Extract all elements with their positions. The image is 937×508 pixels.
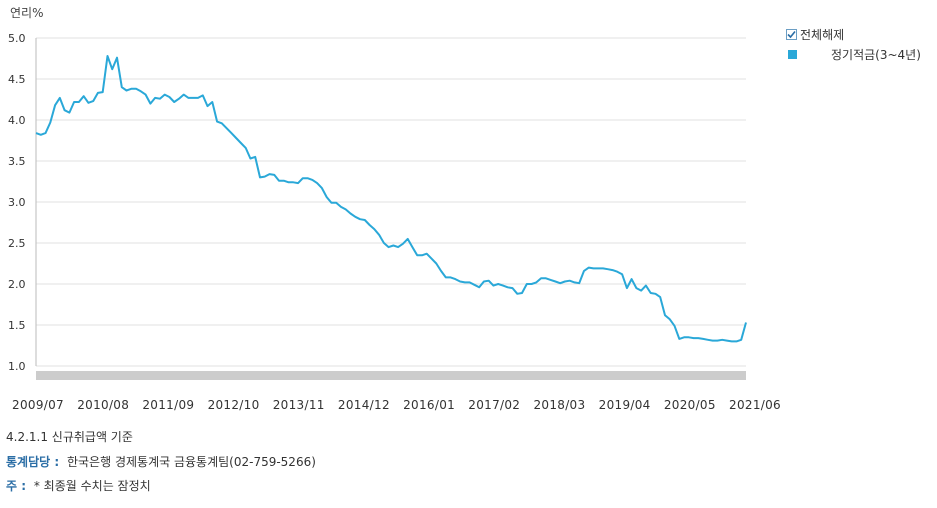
y-tick-label: 3.5 (8, 155, 26, 168)
table-caption: 4.2.1.1 신규취급액 기준 (6, 430, 133, 444)
legend: 전체해제 정기적금(3~4년) (786, 24, 921, 64)
x-axis-ticks: 2009/07 2010/08 2011/09 2012/10 2013/11 2014/… (12, 398, 781, 412)
y-tick-label: 2.0 (8, 278, 26, 291)
series-line (35, 55, 747, 343)
source-line: 통계담당 : 한국은행 경제통계국 금융통계팀(02-759-5266) (6, 453, 316, 470)
source-key: 통계담당 : (6, 455, 60, 469)
note-value: * 최종월 수치는 잠정치 (33, 479, 151, 493)
x-tick-label: 2011/09 (142, 398, 194, 412)
line-chart: 연리% 5.04.54.03.53.02.52.01.51.0 2009/07 2… (8, 6, 781, 412)
range-navigator-bar[interactable] (36, 371, 746, 380)
series-layer (35, 55, 747, 343)
legend-toggle-all[interactable]: 전체해제 (786, 24, 921, 44)
source-value: 한국은행 경제통계국 금융통계팀(02-759-5266) (66, 455, 316, 469)
note-key: 주 : (6, 479, 27, 493)
legend-item[interactable]: 정기적금(3~4년) (786, 44, 921, 64)
legend-toggle-all-label: 전체해제 (800, 27, 845, 42)
x-tick-label: 2014/12 (338, 398, 390, 412)
gridlines (35, 37, 746, 367)
y-axis-label: 연리% (10, 6, 43, 20)
y-tick-label: 2.5 (8, 237, 26, 250)
x-tick-label: 2009/07 (12, 398, 64, 412)
y-tick-label: 1.5 (8, 319, 26, 332)
y-tick-label: 5.0 (8, 32, 26, 45)
y-tick-label: 4.0 (8, 114, 26, 127)
x-tick-label: 2013/11 (273, 398, 325, 412)
x-tick-label: 2017/02 (468, 398, 520, 412)
y-tick-label: 3.0 (8, 196, 26, 209)
y-tick-label: 1.0 (8, 360, 26, 373)
checkbox-icon[interactable] (786, 28, 797, 40)
legend-swatch-icon (788, 49, 797, 59)
x-tick-label: 2010/08 (77, 398, 129, 412)
note-line: 주 : * 최종월 수치는 잠정치 (6, 477, 151, 494)
y-axis-ticks: 5.0 4.5 4.0 3.5 3.0 2.5 2.0 1.5 1.0 (8, 32, 26, 373)
y-tick-label: 4.5 (8, 73, 26, 86)
x-tick-label: 2018/03 (533, 398, 585, 412)
legend-item-label: 정기적금(3~4년) (831, 47, 921, 62)
x-tick-label: 2012/10 (208, 398, 260, 412)
x-tick-label: 2021/06 (729, 398, 781, 412)
x-tick-label: 2019/04 (599, 398, 651, 412)
x-tick-label: 2020/05 (664, 398, 716, 412)
x-tick-label: 2016/01 (403, 398, 455, 412)
